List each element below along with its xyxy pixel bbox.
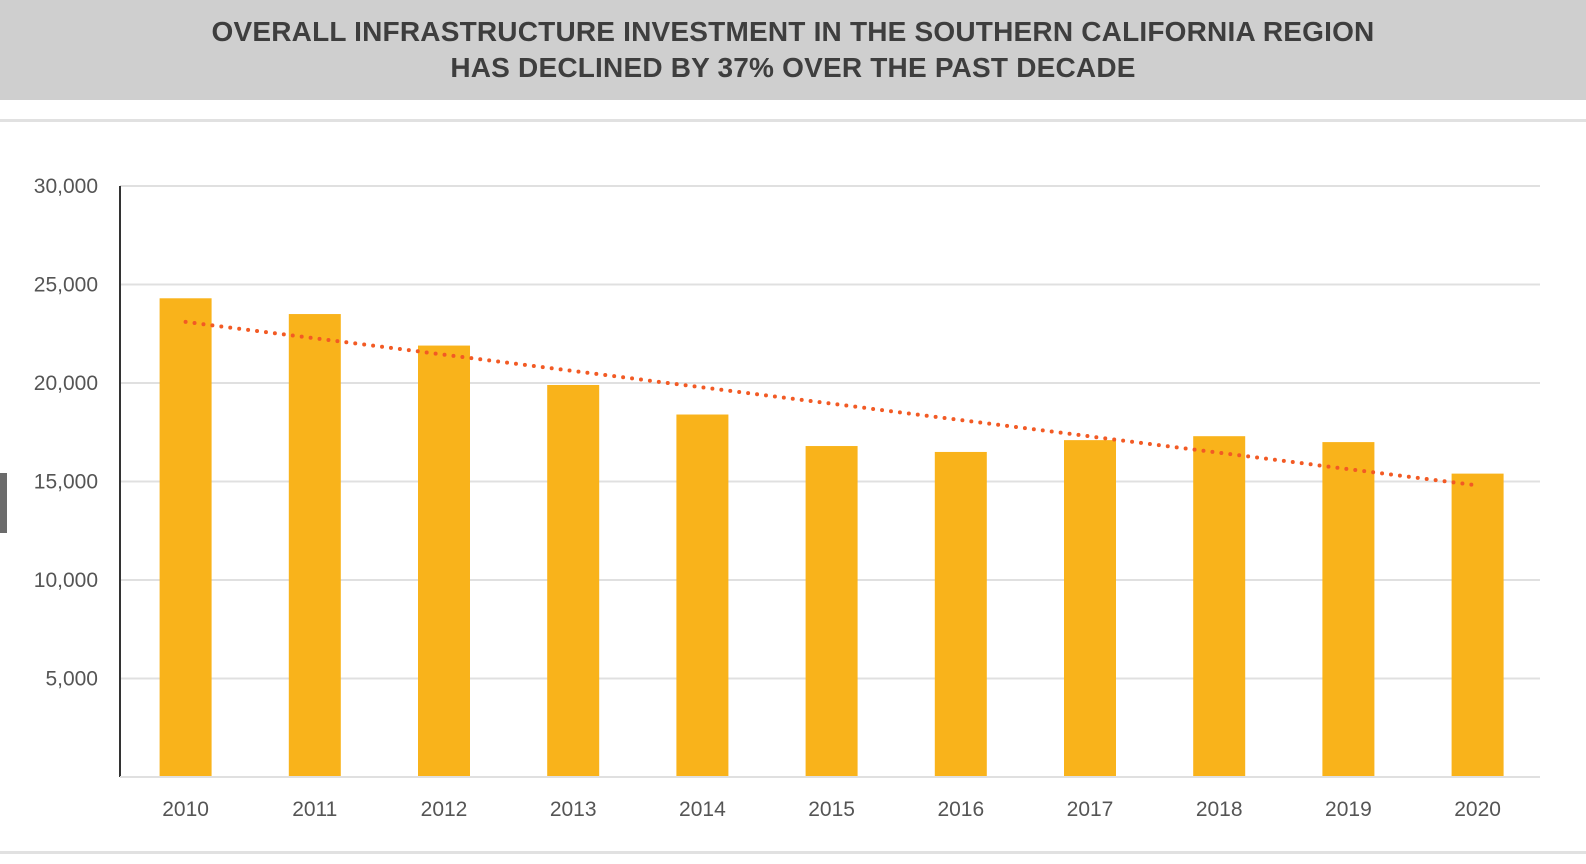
bar-2014 — [676, 414, 729, 777]
trendline-group — [183, 319, 1480, 488]
bar-2019 — [1322, 442, 1375, 777]
side-scroll-marker — [0, 473, 7, 533]
y-tick-label: 25,000 — [34, 274, 98, 297]
x-tick-label: 2012 — [421, 798, 468, 821]
y-tick-label: 30,000 — [34, 175, 98, 198]
axes — [119, 186, 1540, 778]
x-tick-label: 2010 — [162, 798, 209, 821]
bar-2013 — [547, 384, 600, 777]
bar-2017 — [1064, 440, 1116, 777]
bar-2018 — [1193, 436, 1246, 777]
bar-2012 — [418, 345, 470, 777]
x-tick-label: 2018 — [1196, 798, 1243, 821]
x-tick-label: 2020 — [1454, 798, 1501, 821]
bars — [159, 298, 1504, 777]
trendline — [183, 319, 1480, 488]
bar-2016 — [934, 451, 987, 777]
y-tick-label: 15,000 — [34, 471, 98, 494]
bar-2020 — [1451, 473, 1504, 777]
bar-2015 — [805, 446, 858, 777]
x-tick-label: 2017 — [1067, 798, 1114, 821]
chart-title-line-2: HAS DECLINED BY 37% OVER THE PAST DECADE — [450, 52, 1136, 83]
chart-title-line-1: OVERALL INFRASTRUCTURE INVESTMENT IN THE… — [211, 16, 1375, 47]
y-tick-label: 5,000 — [45, 668, 98, 691]
y-tick-label: 20,000 — [34, 372, 98, 395]
x-tick-label: 2015 — [808, 798, 855, 821]
x-tick-label: 2016 — [937, 798, 984, 821]
tick-labels: 5,000 10,000 15,000 20,000 25,000 30,000 2010 2… — [34, 175, 1501, 821]
footer-divider — [0, 851, 1586, 854]
header-divider — [0, 119, 1586, 122]
x-tick-label: 2011 — [292, 798, 337, 821]
x-tick-label: 2013 — [550, 798, 597, 821]
bar-2011 — [288, 314, 341, 777]
x-tick-label: 2014 — [679, 798, 726, 821]
x-tick-label: 2019 — [1325, 798, 1372, 821]
bar-2010 — [159, 298, 212, 777]
y-tick-label: 10,000 — [34, 569, 98, 592]
chart-title-banner: OVERALL INFRASTRUCTURE INVESTMENT IN THE… — [0, 0, 1586, 100]
